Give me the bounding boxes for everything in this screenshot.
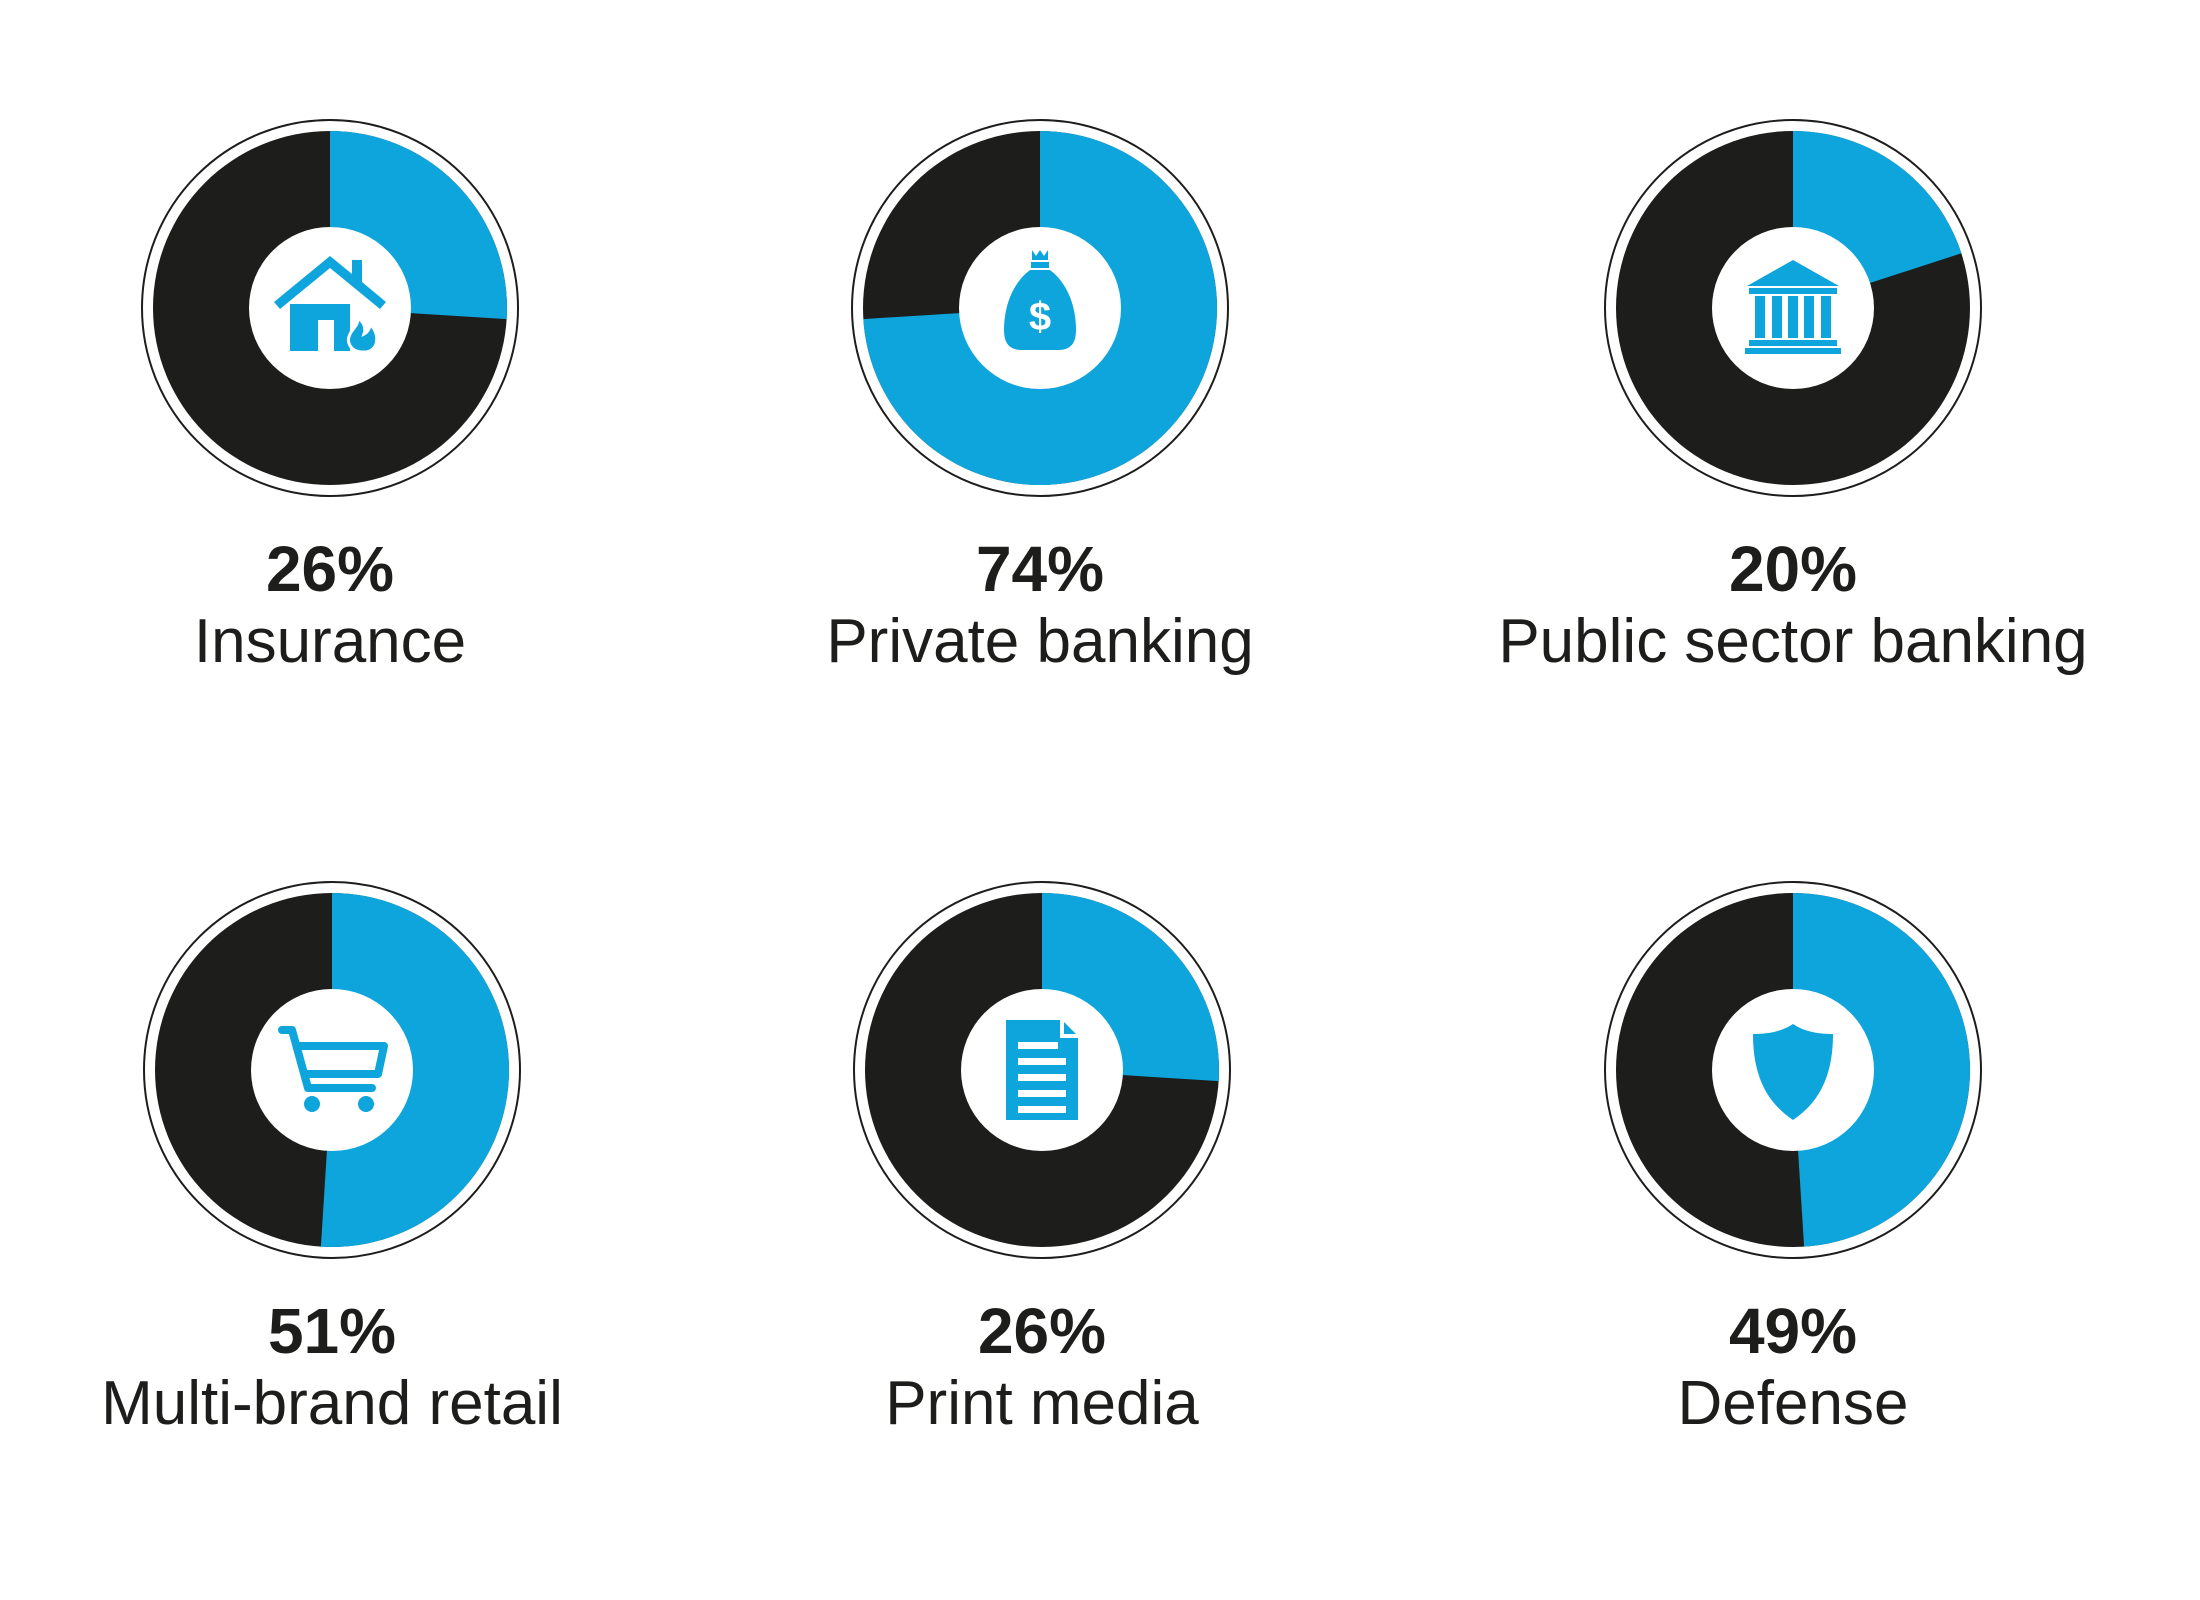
donut-svg: $ [851,119,1229,497]
donut-svg [1604,119,1982,497]
category-label: Public sector banking [1498,607,2088,676]
donut-chart [1603,880,1983,1260]
donut-chart [140,118,520,498]
chart-insurance: 26% Insurance [0,118,690,838]
donut-outline-ring [853,881,1231,1259]
percent-label: 20% [1728,533,1858,605]
donut-outline-ring [851,119,1229,497]
category-label: Print media [885,1369,1199,1438]
svg-text:$: $ [1029,295,1051,339]
house-fire-icon [274,256,386,354]
category-label: Private banking [826,607,1254,676]
donut-chart [1603,118,1983,498]
percent-label: 49% [1728,1295,1858,1367]
donut-svg [1604,881,1982,1259]
donut-outline-ring [1604,881,1982,1259]
donut-svg [143,881,521,1259]
chart-public-sector-banking: 20% Public sector banking [1433,118,2153,838]
chart-private-banking: $ 74% Private banking [680,118,1400,838]
chart-defense: 49% Defense [1433,880,2153,1600]
category-label: Defense [1677,1369,1909,1438]
donut-value-slice [1793,893,1970,1247]
donut-chart [852,880,1232,1260]
money-bag-icon: $ [1004,250,1076,350]
donut-value-slice [320,893,510,1247]
chart-multi-brand-retail: 51% Multi-brand retail [0,880,692,1600]
chart-print-media: 26% Print media [682,880,1402,1600]
donut-outline-ring [143,881,521,1259]
category-label: Insurance [193,607,467,676]
shield-icon [1753,1024,1833,1120]
percent-label: 74% [975,533,1105,605]
document-icon [1006,1020,1078,1120]
percent-label: 26% [977,1295,1107,1367]
donut-outline-ring [1604,119,1982,497]
donut-chart: $ [850,118,1230,498]
percent-label: 51% [267,1295,397,1367]
bank-building-icon [1745,260,1841,354]
percent-label: 26% [265,533,395,605]
donut-svg [853,881,1231,1259]
donut-chart [142,880,522,1260]
donut-svg [141,119,519,497]
donut-outline-ring [141,119,519,497]
shopping-cart-icon [278,1026,388,1112]
category-label: Multi-brand retail [101,1369,563,1438]
